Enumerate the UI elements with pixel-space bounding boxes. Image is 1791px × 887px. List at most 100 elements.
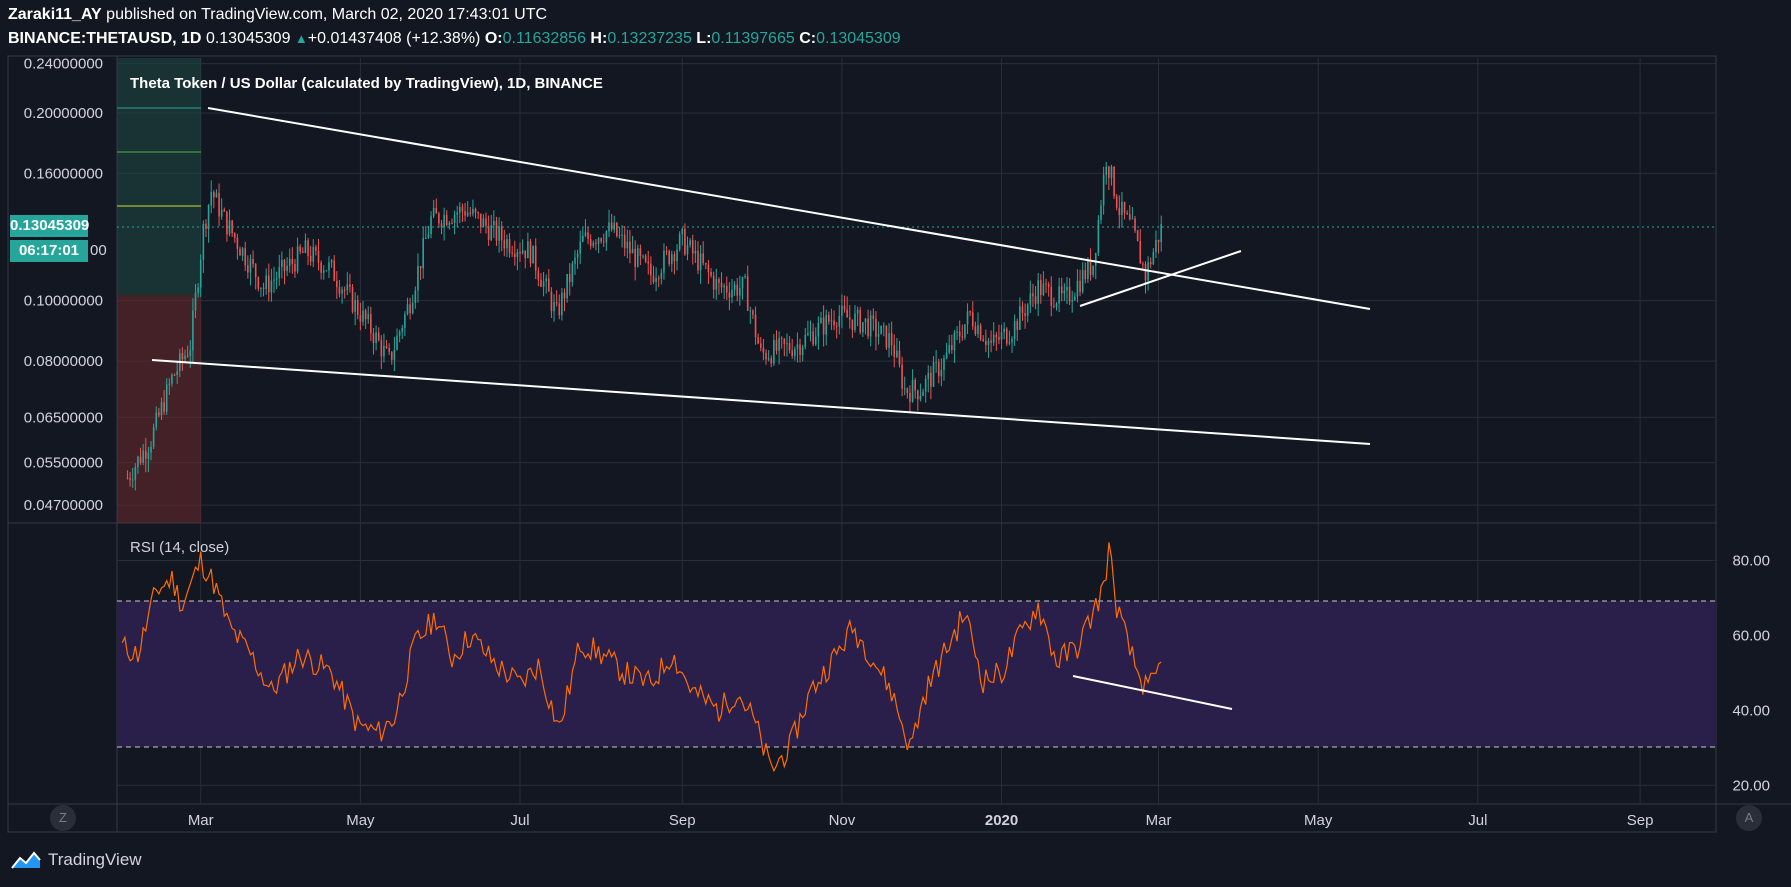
candle-body: [602, 241, 605, 243]
candle-body: [623, 234, 626, 249]
channel-lower-trendline[interactable]: [151, 359, 1371, 445]
candle-body: [610, 222, 613, 230]
candle-body: [1045, 283, 1047, 285]
candle-body: [1016, 321, 1019, 330]
candle-body: [1118, 207, 1121, 216]
candle-body: [218, 192, 220, 217]
candle-body: [317, 250, 320, 263]
candle-body: [411, 302, 414, 314]
candle-body: [456, 212, 459, 215]
candle-body: [207, 205, 210, 229]
candle-body: [650, 263, 652, 276]
candle-body: [660, 272, 663, 279]
candle-body: [644, 255, 647, 262]
candle-body: [1013, 321, 1016, 339]
candle-body: [804, 334, 807, 347]
symbol-label: BINANCE:THETAUSD, 1D: [8, 30, 202, 47]
candle-body: [665, 250, 668, 252]
candle-body: [362, 310, 364, 322]
candlestick-series: [126, 161, 1162, 491]
candle-body: [370, 314, 372, 334]
candle-body: [979, 325, 982, 340]
candle-body: [542, 281, 545, 287]
candle-body: [995, 334, 998, 338]
candle-body: [537, 270, 540, 280]
candle-body: [270, 280, 273, 293]
candle-body: [493, 220, 495, 226]
candle-body: [676, 249, 678, 262]
candle-body: [521, 250, 524, 254]
candle-body: [1037, 280, 1039, 304]
rsi-line: [121, 542, 1162, 773]
candle-body: [173, 374, 176, 376]
candle-body: [636, 248, 639, 267]
candle-body: [574, 257, 576, 264]
candle-body: [432, 207, 435, 217]
candle-body: [597, 238, 600, 244]
candle-body: [459, 206, 461, 213]
candle-body: [605, 231, 608, 243]
candle-body: [354, 300, 356, 312]
tradingview-logo[interactable]: TradingView: [10, 850, 142, 870]
candle-body: [223, 209, 226, 212]
candle-body: [752, 310, 754, 315]
auto-scale-button[interactable]: Z: [50, 805, 76, 831]
candle-body: [1011, 338, 1013, 343]
candle-body: [495, 220, 498, 241]
countdown-text: 06:17:01: [18, 242, 80, 259]
candle-body: [425, 238, 427, 240]
candle-body: [304, 240, 307, 253]
candle-body: [655, 278, 657, 283]
candle-body: [390, 351, 393, 360]
candle-body: [519, 251, 521, 254]
candle-body: [320, 262, 322, 273]
close-label: C:: [799, 30, 817, 47]
candle-body: [749, 310, 752, 312]
candle-body: [477, 212, 479, 214]
candle-body: [862, 322, 864, 333]
candle-body: [513, 253, 516, 258]
auto-adjust-button[interactable]: A: [1736, 805, 1762, 831]
candle-body: [841, 305, 843, 316]
candle-body: [1000, 332, 1003, 340]
candle-body: [587, 232, 589, 240]
candle-body: [872, 315, 875, 319]
candle-body: [940, 370, 943, 377]
candle-body: [315, 247, 317, 251]
candle-body: [647, 261, 650, 264]
candle-body: [1019, 306, 1021, 330]
candle-body: [893, 345, 896, 358]
candle-body: [809, 331, 812, 334]
time-tick-label: May: [346, 812, 375, 829]
candle-body: [440, 223, 443, 228]
candle-body: [1079, 280, 1081, 292]
candle-body: [144, 450, 147, 459]
candle-body: [171, 374, 173, 384]
candle-body: [239, 248, 241, 256]
candle-body: [778, 337, 780, 351]
candle-body: [241, 248, 244, 256]
candle-body: [1042, 283, 1045, 296]
rsi-trendline[interactable]: [1072, 675, 1233, 710]
candle-body: [775, 339, 778, 351]
candle-body: [924, 378, 927, 392]
author-name[interactable]: Zaraki11_AY: [8, 6, 102, 23]
rising-support-trendline[interactable]: [1079, 250, 1242, 307]
candle-body: [613, 222, 616, 230]
candle-body: [903, 388, 906, 390]
candle-body: [1047, 284, 1050, 287]
candle-body: [788, 343, 791, 351]
candle-body: [869, 315, 872, 337]
channel-upper-trendline[interactable]: [207, 107, 1371, 310]
candle-body: [686, 245, 689, 255]
candle-body: [917, 390, 919, 400]
candle-body: [1087, 259, 1089, 280]
candle-body: [312, 247, 315, 262]
candle-body: [294, 263, 296, 272]
candle-body: [464, 211, 466, 216]
candle-body: [707, 264, 710, 273]
candle-body: [448, 222, 451, 226]
candle-body: [673, 254, 676, 262]
candle-body: [671, 254, 673, 264]
